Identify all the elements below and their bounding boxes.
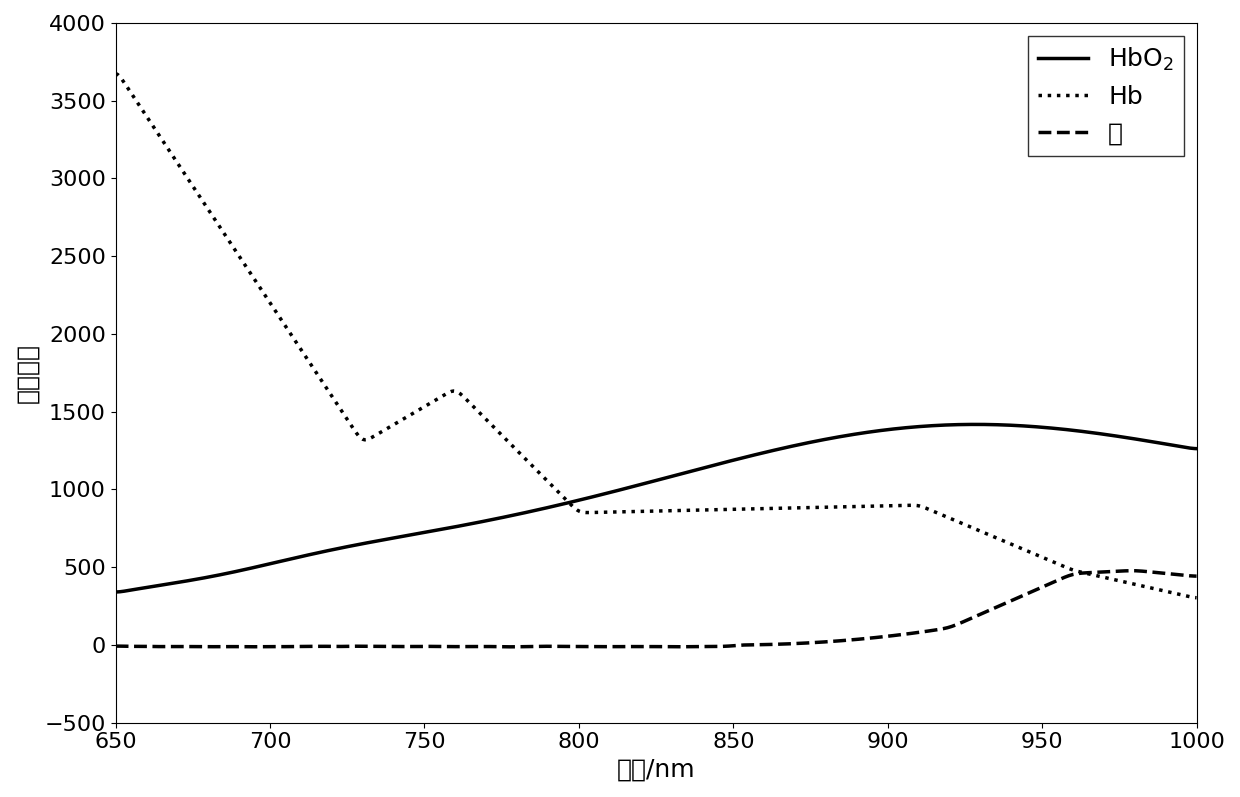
水 (108, 642, 123, 651)
HbO$_2$ (751, 449, 766, 458)
Hb (693, 505, 708, 515)
Y-axis label: 吸收系数: 吸收系数 (15, 343, 38, 402)
HbO$_2$ (996, 420, 1011, 430)
水 (696, 642, 711, 651)
Hb (994, 536, 1009, 545)
水 (505, 642, 520, 652)
HbO$_2$ (621, 483, 636, 493)
Legend: HbO$_2$, Hb, 水: HbO$_2$, Hb, 水 (1028, 36, 1184, 155)
Hb (621, 507, 636, 516)
Hb (1163, 587, 1178, 597)
HbO$_2$ (108, 587, 123, 597)
水 (1125, 566, 1140, 575)
水 (630, 642, 645, 651)
HbO$_2$ (629, 481, 644, 491)
水 (1168, 570, 1183, 579)
HbO$_2$ (693, 464, 708, 473)
Line: 水: 水 (115, 571, 1197, 647)
水 (624, 642, 639, 651)
Hb (108, 69, 123, 78)
Hb (1189, 593, 1204, 603)
Line: HbO$_2$: HbO$_2$ (115, 425, 1197, 592)
水 (754, 640, 769, 650)
水 (996, 599, 1011, 609)
HbO$_2$ (1166, 441, 1180, 450)
HbO$_2$ (968, 420, 983, 430)
Hb (629, 507, 644, 516)
HbO$_2$ (1189, 444, 1204, 453)
X-axis label: 波长/nm: 波长/nm (616, 758, 696, 782)
Line: Hb: Hb (115, 73, 1197, 598)
水 (1189, 571, 1204, 581)
Hb (751, 504, 766, 513)
